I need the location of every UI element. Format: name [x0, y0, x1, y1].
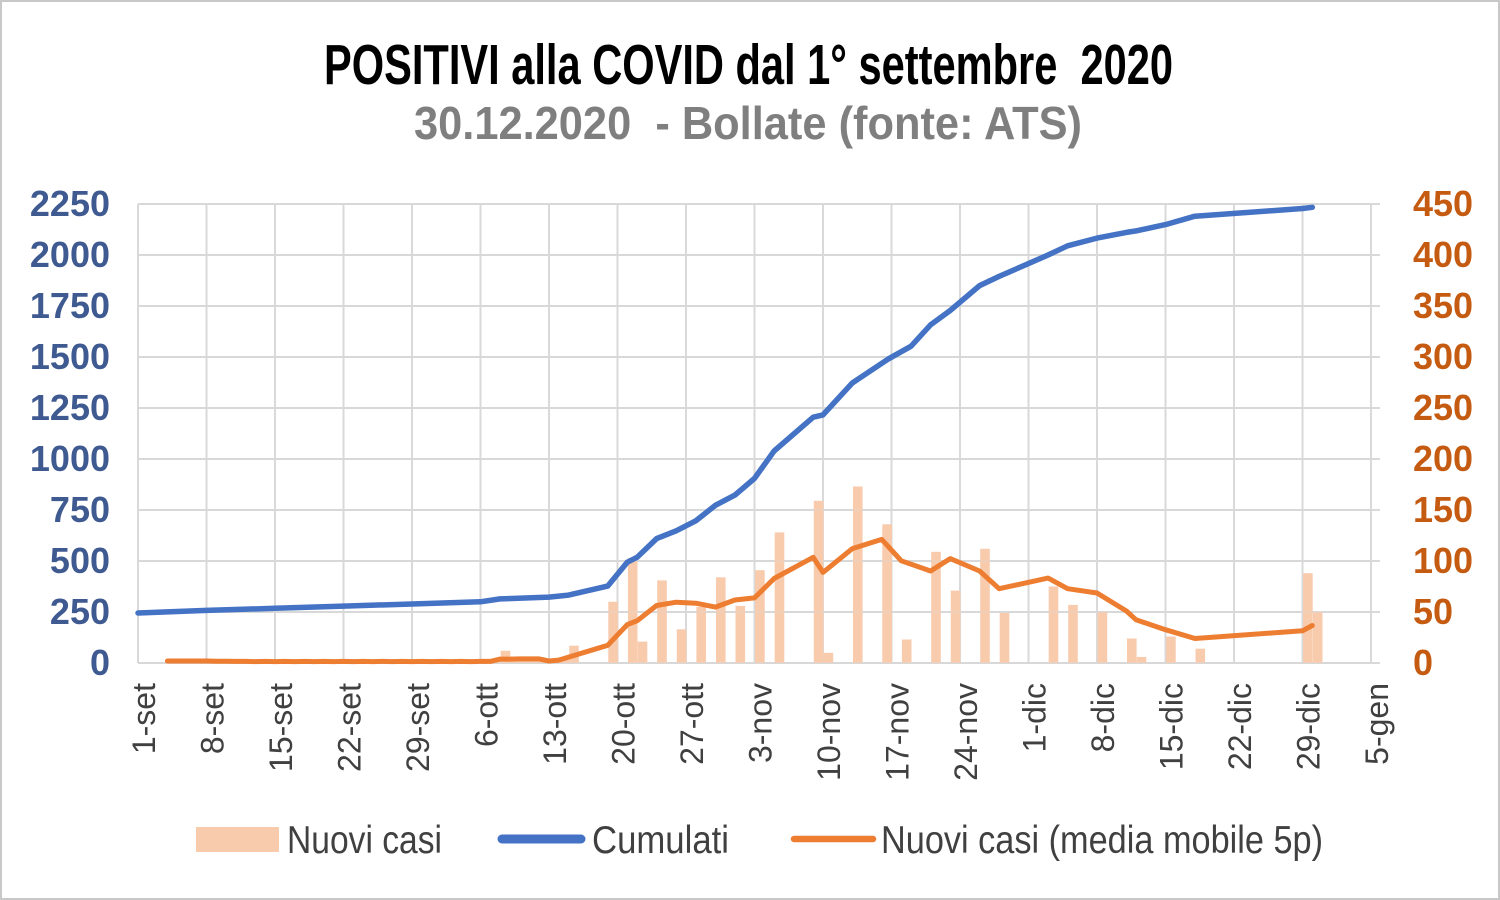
svg-text:15-set: 15-set	[263, 683, 299, 772]
svg-text:1-set: 1-set	[126, 683, 162, 754]
svg-text:17-nov: 17-nov	[880, 683, 916, 781]
svg-text:100: 100	[1413, 540, 1473, 581]
svg-text:8-set: 8-set	[195, 683, 231, 754]
svg-text:Cumulati: Cumulati	[592, 819, 729, 862]
svg-text:50: 50	[1413, 591, 1453, 632]
svg-text:450: 450	[1413, 183, 1473, 224]
svg-text:1750: 1750	[30, 285, 110, 326]
svg-text:POSITIVI alla COVID dal 1° set: POSITIVI alla COVID dal 1° settembre 202…	[324, 33, 1173, 97]
svg-text:15-dic: 15-dic	[1154, 683, 1190, 770]
svg-text:3-nov: 3-nov	[743, 683, 779, 763]
svg-text:300: 300	[1413, 336, 1473, 377]
svg-text:750: 750	[50, 489, 110, 530]
svg-text:250: 250	[1413, 387, 1473, 428]
svg-text:13-ott: 13-ott	[537, 683, 573, 765]
svg-text:29-set: 29-set	[400, 683, 436, 772]
svg-text:5-gen: 5-gen	[1359, 683, 1395, 765]
svg-text:1-dic: 1-dic	[1017, 683, 1053, 752]
svg-text:22-dic: 22-dic	[1222, 683, 1258, 770]
svg-text:0: 0	[90, 642, 110, 683]
svg-text:250: 250	[50, 591, 110, 632]
svg-text:6-ott: 6-ott	[469, 683, 505, 747]
svg-text:500: 500	[50, 540, 110, 581]
svg-text:2000: 2000	[30, 234, 110, 275]
svg-text:0: 0	[1413, 642, 1433, 683]
svg-text:24-nov: 24-nov	[948, 683, 984, 781]
svg-text:150: 150	[1413, 489, 1473, 530]
svg-text:1000: 1000	[30, 438, 110, 479]
svg-text:1250: 1250	[30, 387, 110, 428]
svg-text:10-nov: 10-nov	[811, 683, 847, 781]
svg-text:27-ott: 27-ott	[674, 683, 710, 765]
svg-text:2250: 2250	[30, 183, 110, 224]
svg-text:22-set: 22-set	[332, 683, 368, 772]
svg-text:29-dic: 29-dic	[1291, 683, 1327, 770]
svg-text:8-dic: 8-dic	[1085, 683, 1121, 752]
svg-text:Nuovi casi (media mobile 5p): Nuovi casi (media mobile 5p)	[881, 819, 1323, 862]
svg-text:350: 350	[1413, 285, 1473, 326]
svg-text:400: 400	[1413, 234, 1473, 275]
svg-text:20-ott: 20-ott	[606, 683, 642, 765]
svg-text:200: 200	[1413, 438, 1473, 479]
svg-text:30.12.2020 - Bollate (fonte:: 30.12.2020 - Bollate (fonte: ATS)	[414, 97, 1082, 149]
svg-text:1500: 1500	[30, 336, 110, 377]
svg-text:Nuovi casi: Nuovi casi	[287, 819, 442, 862]
